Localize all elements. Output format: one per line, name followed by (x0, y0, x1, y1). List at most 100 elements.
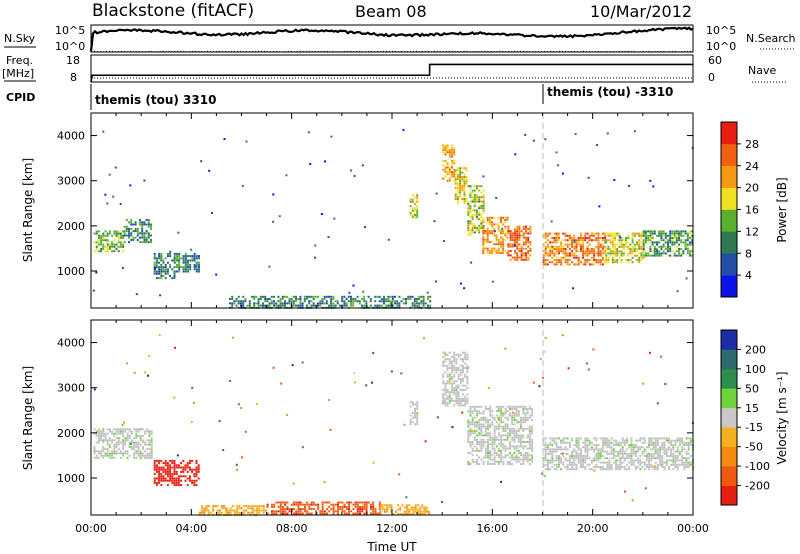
colorbar-tick: 28 (745, 138, 759, 151)
colorbar-tick: 12 (745, 225, 759, 238)
range-tick-1000: 1000 (57, 472, 85, 485)
colorbar-swatch (721, 330, 737, 350)
colorbar-swatch (721, 122, 737, 145)
velocity-colorbar-label: Velocity [m s⁻¹] (775, 371, 789, 464)
cpid-entry-2: themis (tou) -3310 (547, 85, 673, 99)
cpid-panel: CPID themis (tou) 3310 themis (tou) -331… (6, 84, 673, 110)
frequency-panel: Freq. [MHz] 18 8 60 0 Nave (2, 54, 786, 84)
nave-label: Nave (748, 64, 776, 77)
range-tick-3000: 3000 (57, 175, 85, 188)
nsky-label: N.Sky (4, 32, 36, 45)
colorbar-tick: 24 (745, 160, 759, 173)
noise-tick-top-right: 10^5 (706, 24, 736, 37)
colorbar-swatch (721, 349, 737, 370)
colorbar-swatch (721, 407, 737, 428)
colorbar-swatch (721, 427, 737, 447)
power-region-13 (642, 230, 694, 257)
power-colorbar-label: Power [dB] (775, 177, 789, 242)
noise-tick-top-left: 10^5 (55, 24, 85, 37)
colorbar-swatch (721, 165, 737, 188)
nsearch-label: N.Search (746, 32, 796, 45)
velocity-data (93, 334, 695, 516)
freq-unit-label: [MHz] (2, 67, 34, 80)
freq-label: Freq. (6, 54, 33, 67)
cpid-label: CPID (6, 91, 35, 104)
colorbar-swatch (721, 388, 737, 409)
range-tick-3000: 3000 (57, 382, 85, 395)
colorbar-swatch (721, 209, 737, 232)
noise-tick-bottom-left: 10^0 (55, 40, 85, 53)
nave-tick-top: 60 (708, 54, 722, 67)
velocity-region-5 (409, 401, 419, 426)
colorbar-tick: 20 (745, 182, 759, 195)
date-title: 10/Mar/2012 (590, 2, 692, 21)
velocity-ylabel: Slant Range [km] (21, 366, 35, 470)
power-panel: 1000 2000 3000 4000 Slant Range [km] (21, 112, 694, 309)
freq-tick-top: 18 (66, 54, 80, 67)
nsearch-line (90, 50, 694, 53)
velocity-panel: 1000 2000 3000 4000 00:00 04:00 08:00 12:00 16:… (21, 319, 709, 554)
velocity-region-6 (442, 351, 469, 407)
velocity-region-4 (379, 504, 430, 515)
colorbar-swatch (721, 187, 737, 210)
time-tick-1: 04:00 (175, 522, 207, 535)
power-region-2 (153, 252, 176, 280)
range-tick-4000: 4000 (57, 130, 85, 143)
power-region-5 (409, 194, 419, 219)
velocity-region-8 (542, 437, 695, 471)
colorbar-tick: 100 (745, 363, 766, 376)
power-scatter (92, 128, 694, 297)
beam-title: Beam 08 (355, 2, 427, 21)
colorbar-tick: 8 (745, 247, 752, 260)
colorbar-swatch (721, 466, 737, 486)
colorbar-tick: 15 (745, 402, 759, 415)
time-tick-3: 12:00 (376, 522, 408, 535)
noise-line (89, 26, 694, 52)
range-tick-2000: 2000 (57, 220, 85, 233)
noise-tick-bottom-right: 10^0 (706, 40, 736, 53)
colorbar-tick: -200 (745, 480, 770, 493)
velocity-colorbar: -200 -100 -50 -15 15 50 100 200 Velocity [m s⁻¹… (720, 329, 789, 506)
colorbar-swatch (721, 446, 737, 467)
power-colorbar: 4 8 12 16 20 24 28 Power [dB] (720, 121, 789, 298)
colorbar-swatch (721, 231, 737, 254)
velocity-region-1 (153, 459, 200, 487)
velocity-region-0 (93, 428, 153, 459)
colorbar-swatch (721, 485, 737, 506)
time-axis-label: Time UT (366, 540, 417, 554)
range-tick-4000: 4000 (57, 337, 85, 350)
velocity-scatter (93, 334, 694, 503)
velocity-region-3 (266, 501, 381, 515)
cpid-entry-1: themis (tou) 3310 (95, 93, 216, 107)
power-region-0 (93, 230, 125, 253)
power-region-7 (454, 167, 468, 205)
colorbar-tick: -100 (745, 460, 770, 473)
power-region-11 (542, 232, 607, 266)
power-ylabel: Slant Range [km] (21, 158, 35, 262)
power-data (92, 128, 694, 309)
time-tick-2: 08:00 (276, 522, 308, 535)
nave-tick-bottom: 0 (708, 71, 715, 84)
colorbar-tick: -50 (745, 441, 763, 454)
power-region-3 (173, 252, 200, 273)
colorbar-tick: 50 (745, 382, 759, 395)
power-region-1 (123, 219, 152, 244)
colorbar-tick: 16 (745, 204, 759, 217)
power-region-10 (507, 225, 532, 261)
velocity-region-7 (467, 405, 534, 465)
power-region-6 (442, 144, 456, 182)
colorbar-tick: 4 (745, 269, 752, 282)
time-tick-4: 16:00 (476, 522, 508, 535)
time-tick-6: 00:00 (677, 522, 709, 535)
colorbar-tick: -15 (745, 421, 763, 434)
time-tick-5: 20:00 (577, 522, 609, 535)
power-region-9 (482, 216, 509, 254)
freq-tick-bottom: 8 (70, 71, 77, 84)
radar-title: Blackstone (fitACF) (92, 1, 254, 21)
colorbar-swatch (721, 275, 737, 298)
colorbar-swatch (721, 368, 737, 389)
noise-panel: N.Sky 10^5 10^0 10^5 10^0 N.Search (4, 24, 796, 53)
range-tick-1000: 1000 (57, 265, 85, 278)
frequency-line (90, 63, 693, 83)
